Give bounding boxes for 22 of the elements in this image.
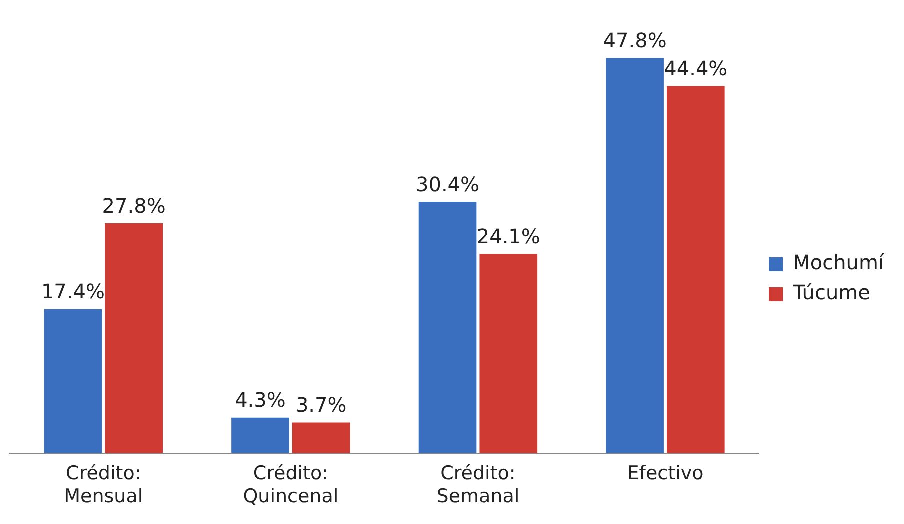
data-label: 47.8% xyxy=(603,28,667,52)
x-tick-label: Crédito: Mensual xyxy=(64,462,144,508)
bar xyxy=(232,418,290,454)
x-tick-label: Crédito: Semanal xyxy=(436,462,520,508)
data-label: 4.3% xyxy=(235,388,286,412)
bar xyxy=(418,202,477,454)
bar xyxy=(667,86,725,454)
bar xyxy=(44,310,102,454)
data-label: 27.8% xyxy=(102,194,166,218)
x-tick-label: Efectivo xyxy=(627,462,704,485)
x-tick-label: Crédito: Quincenal xyxy=(243,462,339,508)
bar xyxy=(606,58,664,454)
data-label: 44.4% xyxy=(664,56,728,81)
bar xyxy=(105,224,163,454)
data-label: 30.4% xyxy=(416,172,480,196)
legend-label: Mochumí xyxy=(793,250,886,275)
legend-label: Túcume xyxy=(792,280,870,305)
data-label: 24.1% xyxy=(476,224,540,248)
data-label: 3.7% xyxy=(296,393,347,418)
data-label: 17.4% xyxy=(41,280,105,304)
bar xyxy=(292,422,350,454)
bar xyxy=(480,254,538,454)
